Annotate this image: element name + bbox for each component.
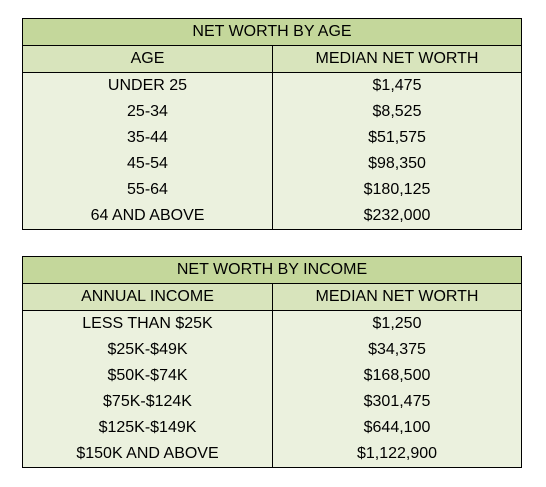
net-worth-cell: $1,475 (272, 72, 522, 99)
income-cell: $150K AND ABOVE (22, 441, 273, 468)
table-row: 64 AND ABOVE $232,000 (22, 203, 522, 230)
age-cell: 35-44 (22, 125, 273, 151)
column-header-median-net-worth: MEDIAN NET WORTH (272, 283, 522, 311)
income-cell: $50K-$74K (22, 363, 273, 389)
net-worth-cell: $51,575 (272, 125, 522, 151)
table-row: 45-54 $98,350 (22, 151, 522, 177)
table-title-row: NET WORTH BY AGE (22, 18, 522, 46)
table-title: NET WORTH BY AGE (22, 18, 522, 46)
income-cell: LESS THAN $25K (22, 310, 273, 337)
column-header-median-net-worth: MEDIAN NET WORTH (272, 45, 522, 73)
age-cell: UNDER 25 (22, 72, 273, 99)
table-row: 35-44 $51,575 (22, 125, 522, 151)
table-row: $150K AND ABOVE $1,122,900 (22, 441, 522, 468)
column-header-age: AGE (22, 45, 273, 73)
net-worth-cell: $232,000 (272, 203, 522, 230)
table-row: 55-64 $180,125 (22, 177, 522, 203)
table-title-row: NET WORTH BY INCOME (22, 256, 522, 284)
net-worth-cell: $1,122,900 (272, 441, 522, 468)
income-cell: $75K-$124K (22, 389, 273, 415)
table-row: $75K-$124K $301,475 (22, 389, 522, 415)
table-row: $125K-$149K $644,100 (22, 415, 522, 441)
net-worth-cell: $34,375 (272, 337, 522, 363)
age-cell: 25-34 (22, 99, 273, 125)
table-title: NET WORTH BY INCOME (22, 256, 522, 284)
net-worth-cell: $301,475 (272, 389, 522, 415)
net-worth-by-income-table: NET WORTH BY INCOME ANNUAL INCOME MEDIAN… (22, 256, 522, 468)
table-row: UNDER 25 $1,475 (22, 72, 522, 99)
table-row: $50K-$74K $168,500 (22, 363, 522, 389)
table-row: $25K-$49K $34,375 (22, 337, 522, 363)
net-worth-cell: $1,250 (272, 310, 522, 337)
net-worth-cell: $180,125 (272, 177, 522, 203)
table-header-row: ANNUAL INCOME MEDIAN NET WORTH (22, 283, 522, 311)
net-worth-cell: $168,500 (272, 363, 522, 389)
age-cell: 45-54 (22, 151, 273, 177)
column-header-annual-income: ANNUAL INCOME (22, 283, 273, 311)
net-worth-cell: $98,350 (272, 151, 522, 177)
net-worth-cell: $8,525 (272, 99, 522, 125)
income-cell: $125K-$149K (22, 415, 273, 441)
table-header-row: AGE MEDIAN NET WORTH (22, 45, 522, 73)
age-cell: 55-64 (22, 177, 273, 203)
table-row: LESS THAN $25K $1,250 (22, 310, 522, 337)
age-cell: 64 AND ABOVE (22, 203, 273, 230)
net-worth-by-age-table: NET WORTH BY AGE AGE MEDIAN NET WORTH UN… (22, 18, 522, 230)
table-row: 25-34 $8,525 (22, 99, 522, 125)
income-cell: $25K-$49K (22, 337, 273, 363)
net-worth-cell: $644,100 (272, 415, 522, 441)
